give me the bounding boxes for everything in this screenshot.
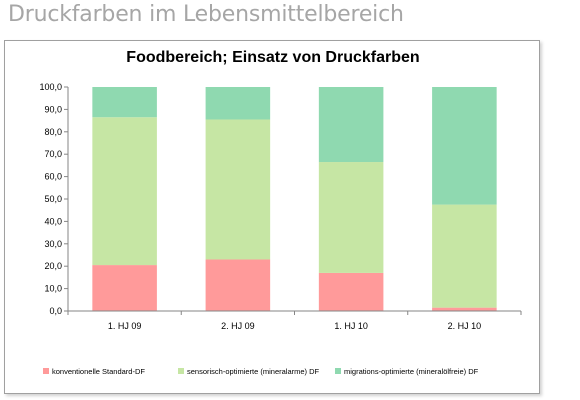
chart-title: Foodbereich; Einsatz von Druckfarben: [126, 49, 420, 66]
bar-segment-3-1: [318, 272, 384, 311]
x-tick-label: 2. HJ 09: [221, 321, 255, 331]
legend-item: migrations-optimierte (mineralölfreie) D…: [335, 365, 478, 379]
y-tick-label: 30,0: [44, 239, 62, 249]
legend-swatch: [335, 368, 341, 375]
bar-segment-1-3: [92, 87, 157, 118]
y-tick-label: 90,0: [44, 104, 62, 114]
y-tick-label: 60,0: [44, 172, 62, 182]
chart-plot: 1. HJ 09 2. HJ 09 1. HJ 10 2. HJ 10 0,0 10,0 2…: [39, 82, 522, 331]
page-heading: Druckfarben im Lebensmittelbereich: [8, 2, 404, 27]
bar-segment-1-2: [92, 117, 157, 266]
legend-label: sensorisch-optimierte (mineralarme) DF: [187, 367, 320, 376]
legend-swatch: [43, 368, 49, 375]
y-tick-label: 80,0: [44, 127, 62, 137]
bar-segment-3-3: [318, 87, 384, 163]
chart-legend: konventionelle Standard-DF sensorisch-opt…: [5, 365, 541, 381]
legend-swatch: [178, 368, 184, 375]
bar-segment-4-2: [432, 204, 497, 308]
axis-layer: 1. HJ 09 2. HJ 09 1. HJ 10 2. HJ 10 0,0 10,0 2…: [39, 82, 522, 331]
bars-layer: [92, 87, 497, 311]
chart-frame: Foodbereich; Einsatz von Druckfarben 1. …: [4, 40, 540, 394]
y-tick-label: 50,0: [44, 194, 62, 204]
y-tick-label: 10,0: [44, 284, 62, 294]
legend-label: konventionelle Standard-DF: [52, 367, 145, 376]
bar-segment-1-1: [92, 265, 157, 311]
bar-segment-4-1: [432, 307, 497, 311]
bar-segment-3-2: [318, 162, 384, 273]
x-tick-label: 2. HJ 10: [448, 321, 482, 331]
y-tick-label: 20,0: [44, 261, 62, 271]
y-tick-label: 100,0: [39, 82, 62, 92]
legend-label: migrations-optimierte (mineralölfreie) D…: [344, 367, 479, 376]
bar-segment-2-2: [205, 119, 271, 260]
y-tick-label: 70,0: [44, 149, 62, 159]
x-tick-label: 1. HJ 10: [334, 321, 368, 331]
y-tick-label: 0,0: [49, 306, 62, 316]
legend-item: sensorisch-optimierte (mineralarme) DF: [178, 365, 319, 379]
bar-segment-2-1: [205, 259, 271, 311]
x-tick-label: 1. HJ 09: [108, 321, 142, 331]
y-tick-label: 40,0: [44, 216, 62, 226]
legend-item: konventionelle Standard-DF: [43, 365, 145, 379]
bar-segment-4-3: [432, 87, 497, 205]
bar-segment-2-3: [205, 87, 271, 120]
